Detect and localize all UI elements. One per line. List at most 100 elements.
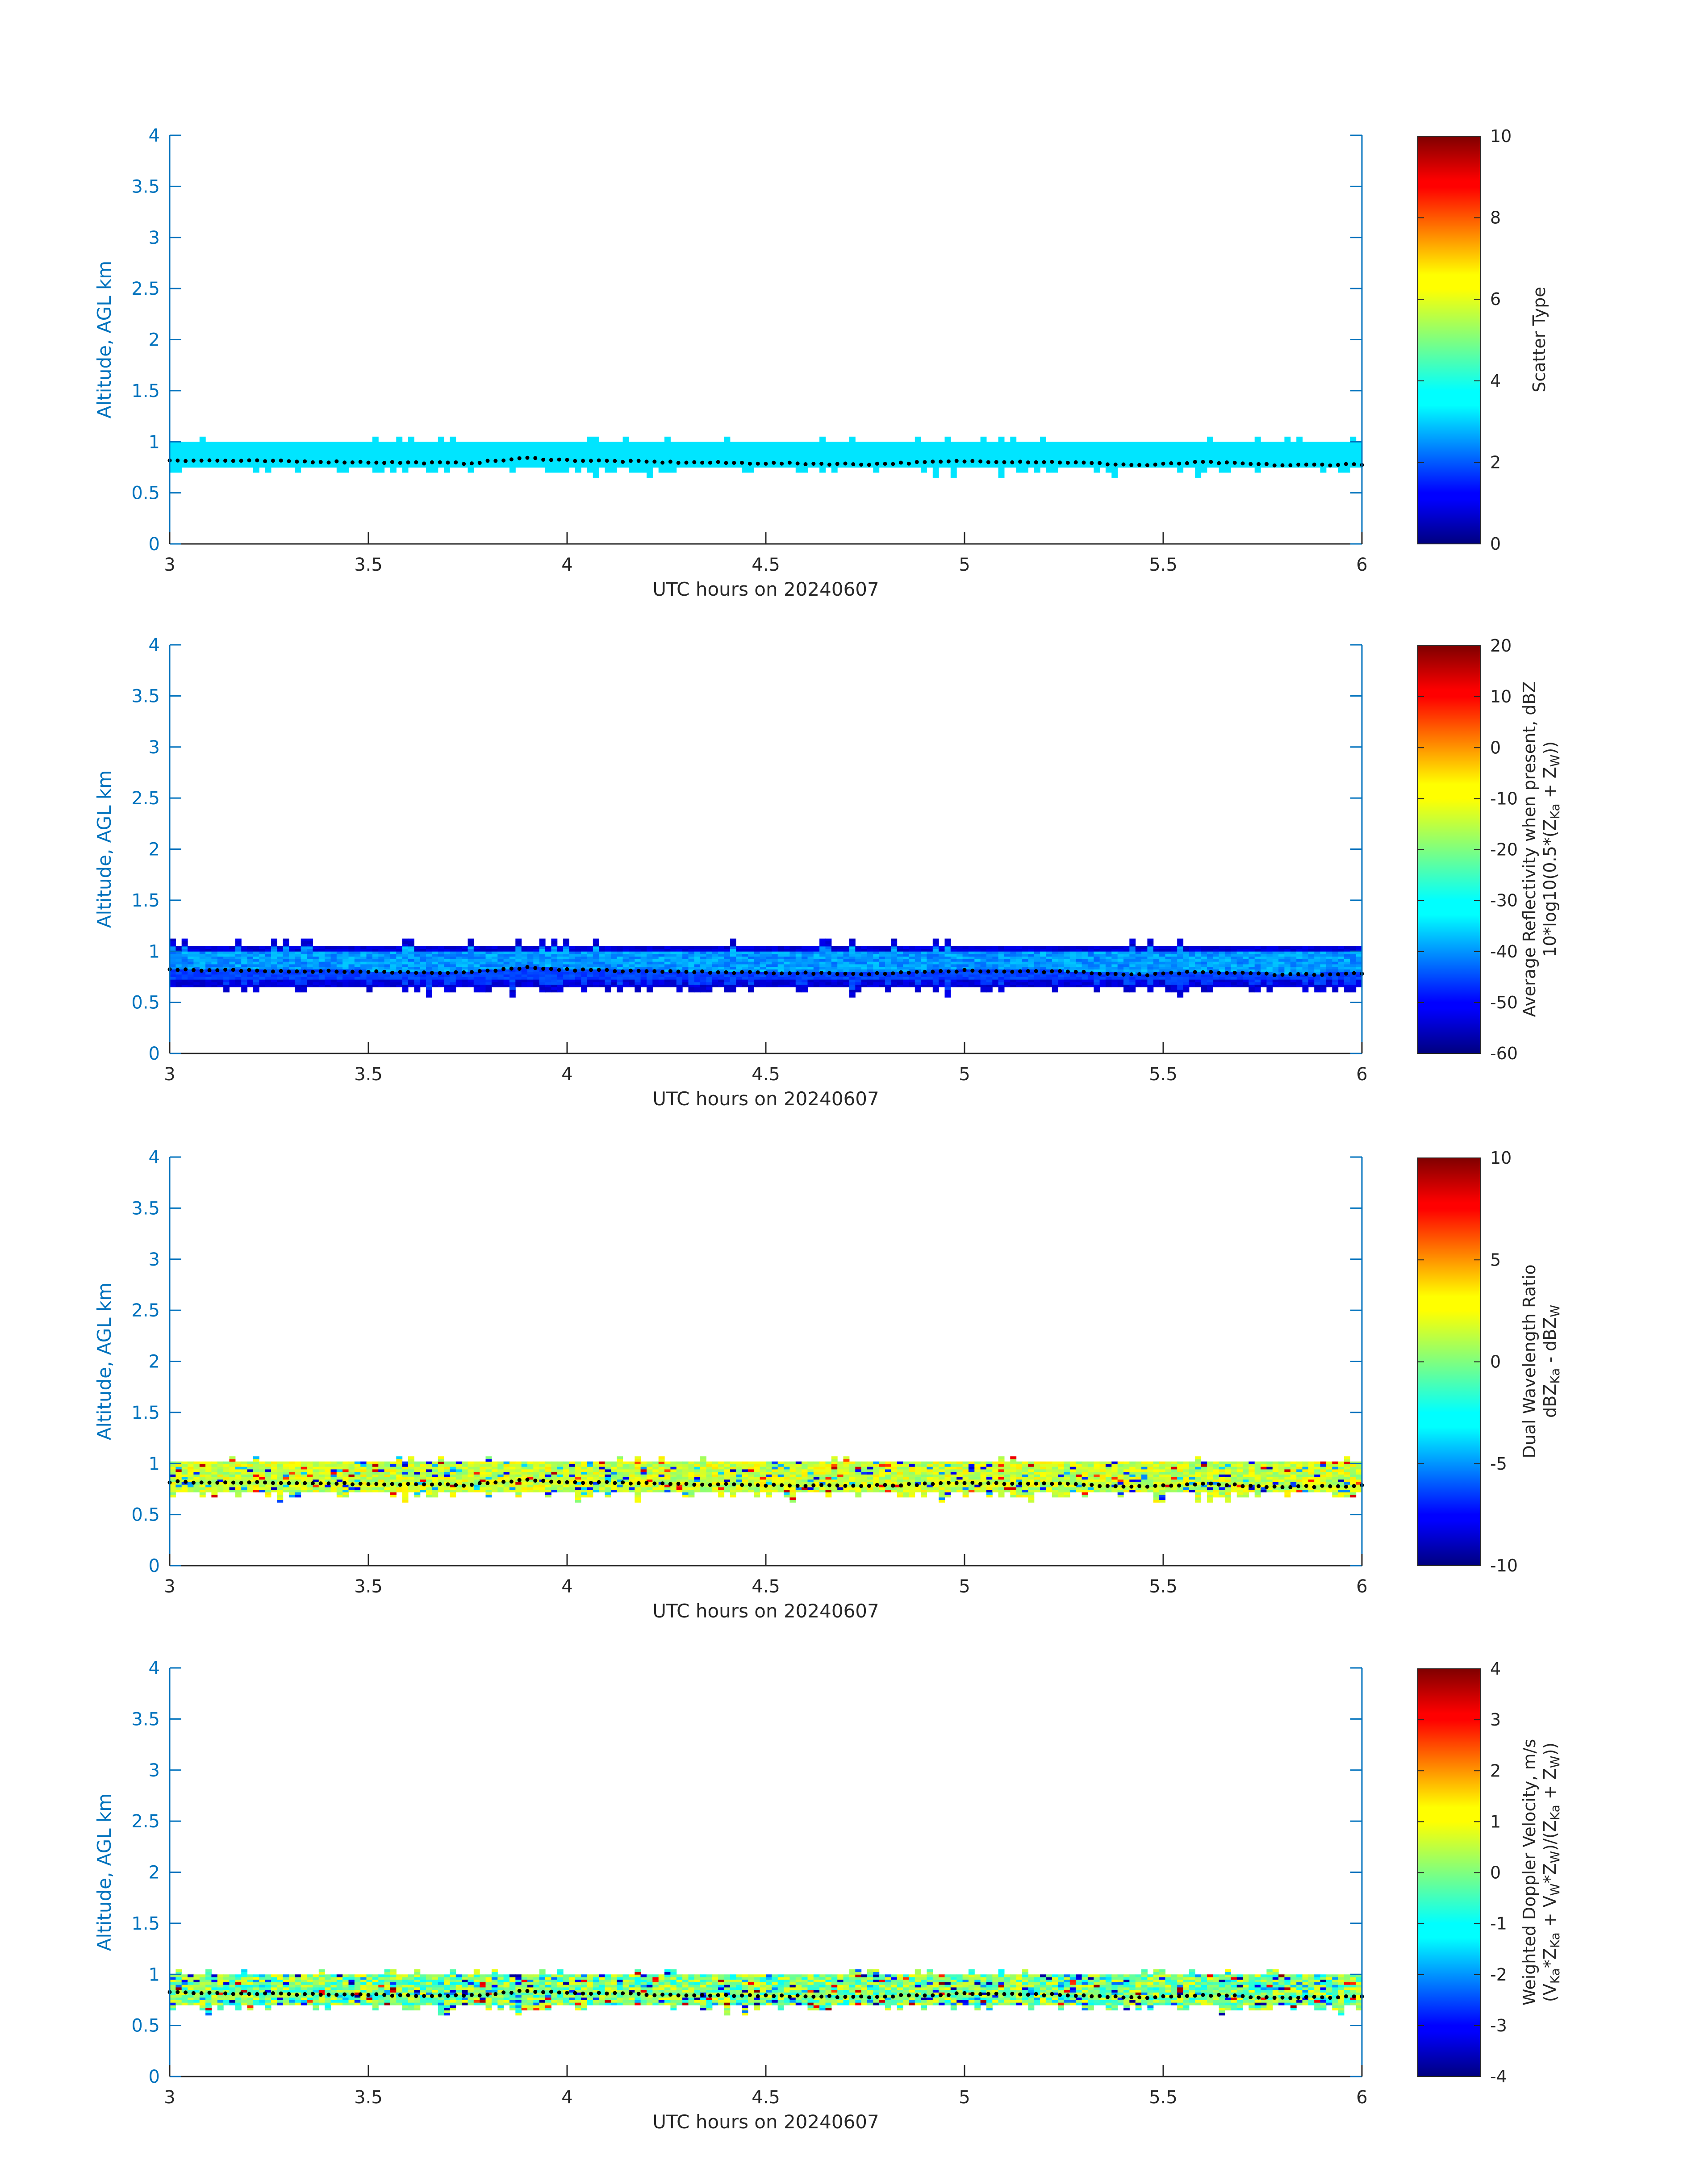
heatmap-cell — [1123, 457, 1130, 460]
heatmap-cell — [325, 457, 331, 460]
heatmap-cell — [557, 449, 564, 452]
heatmap-cell — [784, 956, 790, 959]
heatmap-cell — [712, 444, 718, 447]
heatmap-cell — [1356, 449, 1362, 452]
heatmap-cell — [1069, 964, 1076, 967]
heatmap-cell — [885, 956, 891, 959]
heatmap-cell — [408, 457, 414, 460]
heatmap-cell — [450, 436, 456, 440]
heatmap-cell — [432, 946, 438, 949]
heatmap-cell — [903, 464, 909, 468]
heatmap-cell — [289, 444, 295, 447]
heatmap-cell — [932, 470, 939, 473]
heatmap-cell — [438, 449, 444, 452]
heatmap-cell — [1046, 949, 1052, 952]
heatmap-cell — [772, 954, 778, 957]
heatmap-cell — [354, 949, 361, 952]
heatmap-cell — [551, 961, 558, 965]
cloud-base-point — [684, 460, 689, 465]
heatmap-cell — [736, 969, 743, 972]
heatmap-cell — [265, 966, 271, 969]
heatmap-cell — [277, 961, 284, 965]
heatmap-cell — [175, 982, 182, 985]
heatmap-cell — [766, 464, 772, 468]
cloud-base-point — [1344, 462, 1348, 466]
cloud-base-point — [477, 461, 482, 465]
heatmap-cell — [235, 452, 242, 455]
heatmap-cell — [754, 964, 760, 967]
heatmap-cell — [688, 447, 695, 450]
heatmap-cell — [1153, 454, 1160, 458]
heatmap-cell — [307, 941, 313, 944]
heatmap-cell — [1201, 452, 1207, 455]
heatmap-cell — [402, 457, 409, 460]
heatmap-cell — [188, 959, 194, 962]
heatmap-cell — [885, 964, 891, 967]
heatmap-cell — [360, 462, 367, 465]
heatmap-cell — [181, 464, 188, 468]
heatmap-cell — [766, 442, 772, 445]
heatmap-cell — [1016, 457, 1023, 460]
heatmap-cell — [473, 984, 480, 987]
heatmap-cell — [688, 460, 695, 463]
heatmap-cell — [491, 462, 498, 465]
heatmap-cell — [569, 954, 576, 957]
heatmap-cell — [1099, 442, 1106, 445]
heatmap-cell — [235, 969, 242, 972]
heatmap-cell — [635, 954, 641, 957]
heatmap-cell — [992, 464, 999, 468]
heatmap-cell — [348, 449, 355, 452]
heatmap-cell — [1076, 449, 1082, 452]
heatmap-cell — [736, 444, 743, 447]
heatmap-cell — [265, 956, 271, 959]
heatmap-cell — [170, 460, 176, 463]
heatmap-cell — [837, 449, 844, 452]
heatmap-cell — [1165, 454, 1172, 458]
heatmap-cell — [915, 447, 921, 450]
heatmap-cell — [986, 984, 993, 987]
heatmap-cell — [420, 982, 426, 985]
heatmap-cell — [622, 457, 629, 460]
heatmap-cell — [515, 938, 522, 941]
heatmap-cell — [789, 460, 796, 463]
heatmap-cell — [891, 944, 898, 947]
cloud-base-point — [931, 460, 935, 464]
heatmap-cell — [784, 449, 790, 452]
heatmap-cell — [480, 464, 486, 468]
heatmap-cell — [1004, 464, 1011, 468]
heatmap-cell — [175, 464, 182, 468]
heatmap-cell — [390, 470, 397, 473]
heatmap-cell — [545, 984, 551, 987]
heatmap-cell — [802, 987, 808, 990]
heatmap-cell — [813, 447, 820, 450]
heatmap-cell — [295, 959, 301, 962]
heatmap-cell — [473, 956, 480, 959]
heatmap-cell — [569, 972, 576, 975]
heatmap-cell — [509, 982, 516, 985]
heatmap-cell — [259, 974, 266, 977]
heatmap-cell — [647, 956, 653, 959]
heatmap-cell — [682, 449, 689, 452]
heatmap-cell — [420, 979, 426, 982]
heatmap-cell — [986, 974, 993, 977]
heatmap-cell — [241, 969, 248, 972]
heatmap-cell — [915, 457, 921, 460]
heatmap-cell — [736, 982, 743, 985]
heatmap-cell — [253, 966, 259, 969]
heatmap-cell — [1004, 969, 1011, 972]
heatmap-cell — [1213, 460, 1219, 463]
heatmap-cell — [307, 979, 313, 982]
heatmap-cell — [551, 460, 558, 463]
heatmap-cell — [1249, 447, 1255, 450]
heatmap-cell — [193, 447, 200, 450]
heatmap-cell — [1195, 442, 1202, 445]
heatmap-cell — [551, 457, 558, 460]
heatmap-cell — [795, 460, 802, 463]
heatmap-cell — [802, 454, 808, 458]
heatmap-cell — [432, 974, 438, 977]
heatmap-cell — [950, 442, 957, 445]
heatmap-cell — [593, 454, 599, 458]
heatmap-cell — [647, 974, 653, 977]
heatmap-cell — [843, 447, 850, 450]
heatmap-cell — [557, 951, 564, 954]
